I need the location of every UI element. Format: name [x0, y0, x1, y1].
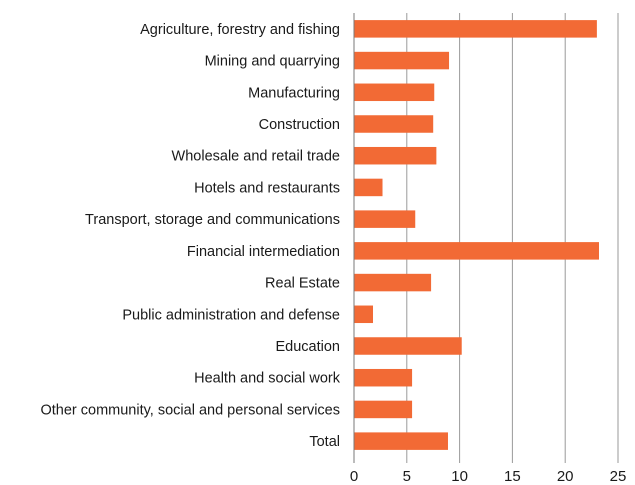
category-label-3: Construction [259, 117, 340, 133]
bar-6 [354, 210, 416, 228]
category-label-7: Financial intermediation [187, 244, 340, 260]
x-tick-label-5: 5 [403, 468, 411, 485]
category-label-6: Transport, storage and communications [85, 212, 340, 228]
bar-2 [354, 83, 435, 102]
bar-8 [354, 273, 432, 292]
category-labels: Agriculture, forestry and fishing Mining … [40, 22, 340, 450]
category-label-12: Other community, social and personal ser… [40, 402, 340, 418]
x-tick-label-0: 0 [350, 468, 358, 485]
x-tick-label-10: 10 [451, 468, 468, 485]
category-label-5: Hotels and restaurants [194, 180, 340, 196]
category-label-8: Real Estate [265, 276, 340, 292]
x-tick-label-25: 25 [610, 468, 627, 485]
x-tick-label-15: 15 [504, 468, 521, 485]
bar-5 [354, 178, 383, 197]
category-label-13: Total [309, 434, 340, 450]
category-label-2: Manufacturing [248, 85, 340, 101]
category-label-9: Public administration and defense [122, 307, 340, 323]
category-label-4: Wholesale and retail trade [172, 149, 340, 165]
category-label-1: Mining and quarrying [205, 54, 340, 70]
bar-10 [354, 337, 462, 355]
bar-11 [354, 368, 413, 387]
bar-9 [354, 305, 374, 324]
bar-13 [354, 432, 448, 450]
bar-3 [354, 115, 434, 133]
category-label-10: Education [276, 339, 341, 355]
bar-12 [354, 400, 413, 419]
category-label-11: Health and social work [194, 371, 341, 387]
bar-1 [354, 51, 450, 70]
grid-lines [406, 13, 619, 463]
bar-7 [354, 242, 599, 260]
bars [354, 20, 599, 450]
x-tick-label-20: 20 [557, 468, 574, 485]
category-label-0: Agriculture, forestry and fishing [140, 22, 340, 38]
bar-0 [354, 20, 597, 38]
tick-labels: 0 5 10 15 20 25 [350, 468, 627, 485]
bar-4 [354, 146, 437, 165]
